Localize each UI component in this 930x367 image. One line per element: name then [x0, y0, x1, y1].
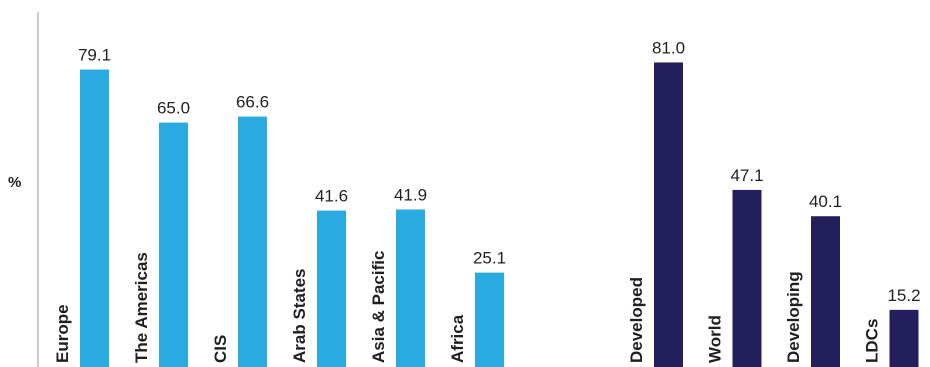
category-label-ldcs: LDCs — [863, 319, 882, 363]
value-label-asia-pacific: 41.9 — [394, 185, 427, 204]
category-label-europe: Europe — [53, 304, 72, 363]
bar-africa — [475, 272, 504, 367]
category-label-asia-pacific: Asia & Pacific — [369, 251, 388, 363]
y-axis-label: % — [8, 174, 21, 191]
value-label-ldcs: 15.2 — [887, 286, 920, 305]
bar-developing — [811, 216, 840, 367]
bar-developed — [654, 62, 683, 367]
category-label-the-americas: The Americas — [132, 252, 151, 363]
bar-europe — [80, 69, 109, 367]
value-label-world: 47.1 — [730, 166, 763, 185]
category-label-cis: CIS — [211, 335, 230, 363]
category-label-world: World — [706, 315, 725, 363]
category-label-africa: Africa — [448, 314, 467, 363]
bar-world — [732, 189, 762, 367]
value-label-cis: 66.6 — [236, 93, 269, 112]
bar-arab-states — [317, 210, 346, 367]
value-label-africa: 25.1 — [473, 249, 506, 268]
category-label-developed: Developed — [627, 277, 646, 363]
value-label-europe: 79.1 — [78, 46, 111, 65]
bar-asia-pacific — [396, 209, 425, 367]
bar-cis — [238, 116, 267, 367]
value-label-arab-states: 41.6 — [315, 187, 348, 206]
category-label-developing: Developing — [784, 271, 803, 363]
bar-the-americas — [159, 122, 188, 367]
value-label-the-americas: 65.0 — [157, 99, 190, 118]
bar-ldcs — [889, 309, 919, 367]
value-label-developed: 81.0 — [652, 38, 685, 57]
value-label-developing: 40.1 — [809, 192, 842, 211]
category-label-arab-states: Arab States — [290, 269, 309, 363]
